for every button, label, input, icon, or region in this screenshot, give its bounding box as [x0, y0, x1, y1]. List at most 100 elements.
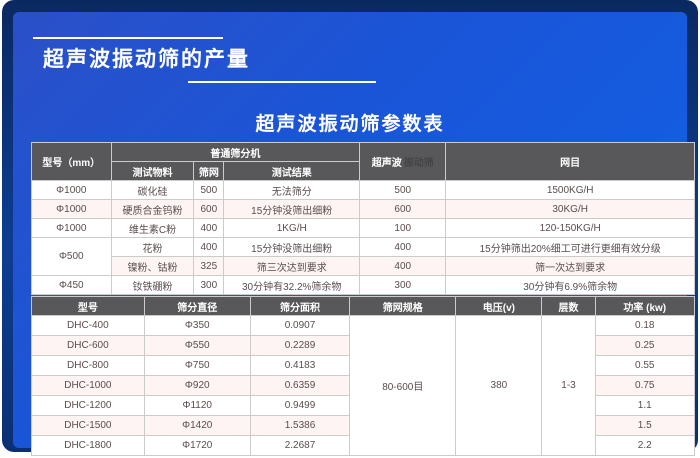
- table-cell: Φ920: [143, 375, 251, 396]
- table-row: Φ1000 维生素C粉 400 1KG/H 100 120-150KG/H: [31, 218, 695, 238]
- table-cell: DHC-1000: [31, 375, 145, 396]
- table-cell: 30分钟有6.9%筛余物: [445, 275, 695, 295]
- table-cell: 1500KG/H: [445, 180, 695, 200]
- table-cell: 0.25: [594, 335, 696, 356]
- table-cell: Φ550: [143, 335, 251, 356]
- table-cell: Φ1000: [31, 199, 112, 219]
- table-header-row: 型号 筛分直径 筛分面积 筛网规格 电压(v) 层数 功率 (kw): [31, 296, 696, 316]
- page-title: 超声波振动筛的产量: [43, 48, 250, 71]
- table-cell: 300: [193, 275, 225, 295]
- table-cell: 1-3: [541, 315, 596, 456]
- model-spec-table: 型号 筛分直径 筛分面积 筛网规格 电压(v) 层数 功率 (kw) DHC-4…: [31, 296, 696, 456]
- header-ultrasonic-sieve: 超声波 振动筛: [359, 142, 447, 181]
- table-row: Φ500 花粉 400 15分钟没筛出细粉 400 15分钟筛出20%细工可进行更细有效分…: [31, 237, 695, 276]
- table-cell: DHC-1800: [31, 435, 145, 456]
- table-cell: Φ1720: [143, 435, 251, 456]
- table-cell: 0.55: [594, 355, 696, 376]
- table-cell: DHC-800: [31, 355, 145, 376]
- table-cell: Φ1000: [31, 180, 112, 200]
- table-cell: Φ1120: [143, 395, 251, 416]
- table-row: DHC-800 Φ750 0.4183 0.55: [31, 355, 696, 376]
- table-row: DHC-1800 Φ1720 2.2687 2.2: [31, 435, 696, 456]
- table-cell: 380: [455, 315, 543, 456]
- table-cell: 0.2289: [249, 335, 351, 356]
- table-cell: Φ1420: [143, 415, 251, 436]
- table-subtitle: 超声波振动筛参数表: [255, 114, 445, 135]
- header-voltage: 电压(v): [455, 296, 543, 316]
- table-cell: 15分钟没筛出细粉: [223, 237, 361, 257]
- table-cell: 500: [359, 180, 447, 200]
- table-cell: 硬质合金钨粉: [110, 199, 195, 219]
- table-cell: 0.0907: [249, 315, 351, 336]
- table-cell: 2.2: [594, 435, 696, 456]
- test-comparison-table: 型号（mm） 普通筛分机 超声波 振动筛 网目 测试物料 筛网 测试结果 Φ100…: [31, 142, 695, 295]
- table-cell: Φ1000: [31, 218, 112, 238]
- header-screen: 筛网: [193, 161, 225, 181]
- table-cell: 30分钟有32.2%筛余物: [223, 275, 361, 295]
- table-cell: 600: [193, 199, 225, 219]
- table-cell: 400: [359, 237, 447, 257]
- ultrasonic-watermark: 振动筛: [403, 158, 434, 169]
- table-cell: 325: [193, 256, 225, 276]
- header-ultrasonic-text: 超声波: [371, 158, 402, 169]
- table-cell: 镍粉、钴粉: [110, 256, 195, 276]
- title-under-rule: [188, 81, 376, 83]
- header-layers: 层数: [541, 296, 596, 316]
- table-cell: DHC-1200: [31, 395, 145, 416]
- header-mesh-spec: 筛网规格: [349, 296, 457, 316]
- table-cell: 0.4183: [249, 355, 351, 376]
- table-cell: 维生素C粉: [110, 218, 195, 238]
- table-cell: Φ750: [143, 355, 251, 376]
- table-cell: DHC-1500: [31, 415, 145, 436]
- table-cell: 30KG/H: [445, 199, 695, 219]
- table-cell: 400: [193, 237, 225, 257]
- table-row: Φ1000 碳化硅 500 无法筛分 500 1500KG/H: [31, 180, 695, 200]
- table-cell: 2.2687: [249, 435, 351, 456]
- table-cell: 0.9499: [249, 395, 351, 416]
- header-test-result: 测试结果: [223, 161, 361, 181]
- table-cell: 600: [359, 199, 447, 219]
- table-row: 镍粉、钴粉 325 筛三次达到要求 400 筛一次达到要求: [32, 256, 695, 276]
- table-cell: Φ500: [31, 237, 112, 276]
- table-cell: 400: [193, 218, 225, 238]
- table-row: Φ450 钕铁硼粉 300 30分钟有32.2%筛余物 300 30分钟有6.9%筛余物: [31, 275, 695, 295]
- table-cell: 无法筛分: [223, 180, 361, 200]
- table-cell: 15分钟筛出20%细工可进行更细有效分级: [445, 237, 695, 257]
- header-model: 型号（mm）: [31, 142, 112, 181]
- header-power: 功率 (kw): [594, 296, 696, 316]
- table-cell: 筛三次达到要求: [223, 256, 361, 276]
- table-cell: 筛一次达到要求: [445, 256, 695, 276]
- table-cell: 300: [359, 275, 447, 295]
- header-mesh: 网目: [445, 142, 695, 181]
- table-cell: 400: [359, 256, 447, 276]
- table-cell: 花粉: [110, 237, 195, 257]
- table-row: Φ1000 硬质合金钨粉 600 15分钟没筛出细粉 600 30KG/H: [31, 199, 695, 219]
- table-cell: 碳化硅: [110, 180, 195, 200]
- header-test-material: 测试物料: [110, 161, 195, 181]
- inner-blue-panel: 超声波振动筛的产量 超声波振动筛参数表 型号（mm） 普通筛分机 超声波 振动筛 …: [13, 12, 696, 456]
- table-cell: 1.1: [594, 395, 696, 416]
- header-model: 型号: [31, 296, 145, 316]
- table-cell: Φ350: [143, 315, 251, 336]
- table-cell: Φ450: [31, 275, 112, 295]
- table-row: DHC-1000 Φ920 0.6359 0.75: [31, 375, 696, 396]
- table-cell: 1.5: [594, 415, 696, 436]
- header-sieve-diameter: 筛分直径: [143, 296, 251, 316]
- header-sieve-area: 筛分面积: [249, 296, 351, 316]
- table-cell: 钕铁硼粉: [110, 275, 195, 295]
- table-header-row: 型号（mm） 普通筛分机 超声波 振动筛 网目: [31, 142, 695, 181]
- table-cell: 15分钟没筛出细粉: [223, 199, 361, 219]
- table-cell: 100: [359, 218, 447, 238]
- table-cell: 1.5386: [249, 415, 351, 436]
- table-cell: DHC-400: [31, 315, 145, 336]
- header-ordinary-sieve-group: 普通筛分机: [110, 142, 361, 162]
- table-row: DHC-1500 Φ1420 1.5386 1.5: [31, 415, 696, 436]
- table-cell: 500: [193, 180, 225, 200]
- table-cell: DHC-600: [31, 335, 145, 356]
- table-cell: 1KG/H: [223, 218, 361, 238]
- title-top-rule: [33, 37, 223, 39]
- table-cell: 0.75: [594, 375, 696, 396]
- table-cell: 120-150KG/H: [445, 218, 695, 238]
- table-cell: 0.6359: [249, 375, 351, 396]
